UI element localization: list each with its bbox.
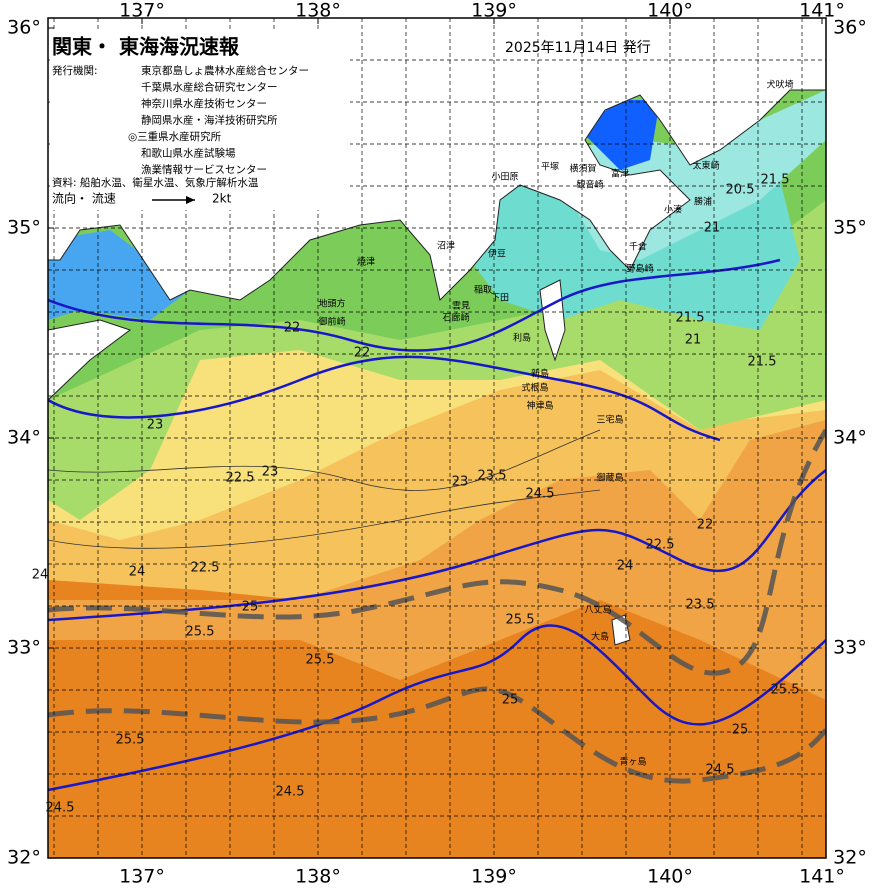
isotherm-label: 25 [732, 723, 749, 738]
place-name: 沼津 [437, 241, 455, 252]
place-name: 横須賀 [569, 163, 596, 175]
isotherm-label: 24 [617, 559, 634, 574]
lon-label: 138° [295, 0, 341, 22]
place-name: 野島崎 [626, 263, 653, 275]
place-name: 下田 [491, 293, 509, 304]
lat-label: 33° [7, 637, 41, 659]
isotherm-label: 25 [502, 693, 519, 708]
isotherm-label: 22.5 [646, 538, 675, 553]
isotherm-label: 25.5 [116, 733, 145, 748]
place-name: 観音崎 [576, 179, 603, 191]
issuer: 神奈川県水産技術センター [141, 97, 267, 110]
lon-label: 139° [471, 0, 517, 22]
place-name: 御蔵島 [596, 472, 623, 484]
lat-label: 35° [833, 217, 867, 239]
lon-label: 141° [799, 0, 845, 22]
isotherm-label: 21 [685, 333, 702, 348]
place-name: 石廊崎 [442, 312, 469, 324]
isotherm-label: 24.5 [526, 487, 555, 502]
isotherm-label: 24 [129, 565, 146, 580]
place-name: 八丈島 [584, 604, 611, 616]
isotherm-label: 23 [147, 418, 164, 433]
isotherm-label: 25.5 [186, 625, 215, 640]
isotherm-label: 25.5 [506, 613, 535, 628]
lat-label: 33° [833, 637, 867, 659]
lat-label: 36° [7, 17, 41, 39]
place-name: 焼津 [357, 257, 375, 268]
lon-label: 140° [647, 866, 693, 888]
lat-label: 35° [7, 217, 41, 239]
isotherm-label: 22.5 [191, 561, 220, 576]
place-name: 御前崎 [318, 316, 345, 328]
place-name: 神津島 [526, 400, 553, 412]
place-name: 青ヶ島 [619, 756, 646, 768]
isotherm-label: 23.5 [686, 598, 715, 613]
isotherm-label: 24.5 [46, 801, 75, 816]
lon-label: 139° [471, 866, 517, 888]
isotherm-label: 21 [704, 221, 721, 236]
issuer: 和歌山県水産試験場 [141, 147, 236, 160]
issue-date: 2025年11月14日 発行 [505, 40, 651, 56]
flow-scale: 2kt [212, 192, 232, 206]
lat-label: 32° [7, 847, 41, 869]
isotherm-label: 24 [32, 568, 49, 583]
place-name: 三宅島 [596, 414, 623, 426]
issuer-list: 東京都島しょ農林水産総合センター千葉県水産総合研究センター神奈川県水産技術センタ… [128, 64, 309, 176]
flow-arrow-head [186, 196, 195, 204]
title: 関東・ 東海海況速報 [52, 35, 240, 59]
lon-label: 137° [119, 0, 165, 22]
isotherm-label: 22 [697, 518, 714, 533]
place-name: 富津 [611, 168, 629, 180]
isotherm-label: 20.5 [726, 183, 755, 198]
place-name: 犬吠埼 [766, 79, 793, 91]
place-name: 雲見 [452, 301, 470, 312]
issuer: 東京都島しょ農林水産総合センター [141, 64, 309, 77]
isotherm-label: 25 [242, 600, 259, 615]
place-name: 平塚 [541, 162, 559, 173]
place-name: 利島 [513, 332, 531, 344]
issuer: 静岡県水産・海洋技術研究所 [141, 114, 278, 127]
place-name: 大島 [591, 631, 609, 643]
isotherm-label: 25.5 [771, 683, 800, 698]
issuer-label: 発行機関: [52, 64, 98, 77]
lon-label: 141° [799, 866, 845, 888]
issuer: 漁業情報サービスセンター [141, 163, 267, 176]
isotherm-label: 23.5 [478, 469, 507, 484]
place-name: 小湊 [664, 204, 682, 216]
place-name: 地頭方 [318, 298, 345, 310]
legend-box [50, 30, 350, 210]
lon-label: 140° [647, 0, 693, 22]
place-name: 式根島 [521, 382, 548, 394]
isotherm-label: 23 [262, 465, 279, 480]
isotherm-label: 24.5 [276, 785, 305, 800]
isotherm-label: 22 [284, 321, 301, 336]
place-name: 伊豆 [488, 248, 506, 260]
place-name: 稲取 [474, 284, 492, 296]
isotherm-label: 23 [452, 475, 469, 490]
isotherm-label: 22.5 [226, 471, 255, 486]
lat-label: 36° [833, 17, 867, 39]
isotherm-label: 21.5 [761, 173, 790, 188]
isotherm-label: 22 [354, 346, 371, 361]
lat-label: 34° [833, 427, 867, 449]
lat-label: 32° [833, 847, 867, 869]
issuer: ◎三重県水産研究所 [128, 130, 222, 143]
lon-label: 137° [119, 866, 165, 888]
isotherm-label: 24.5 [706, 763, 735, 778]
lat-label: 34° [7, 427, 41, 449]
lon-label: 138° [295, 866, 341, 888]
isotherm-label: 21.5 [748, 355, 777, 370]
place-name: 勝浦 [694, 196, 712, 208]
place-name: 千倉 [629, 241, 647, 253]
place-name: 太東崎 [692, 160, 719, 172]
source: 資料: 船舶水温、衛星水温、気象庁解析水温 [52, 176, 259, 189]
isotherm-label: 25.5 [306, 653, 335, 668]
flow-label: 流向・ 流速 [52, 191, 116, 206]
isotherm-label: 21.5 [676, 311, 705, 326]
place-name: 小田原 [491, 172, 518, 183]
place-name: 新島 [531, 368, 549, 380]
issuer: 千葉県水産総合研究センター [141, 81, 278, 94]
